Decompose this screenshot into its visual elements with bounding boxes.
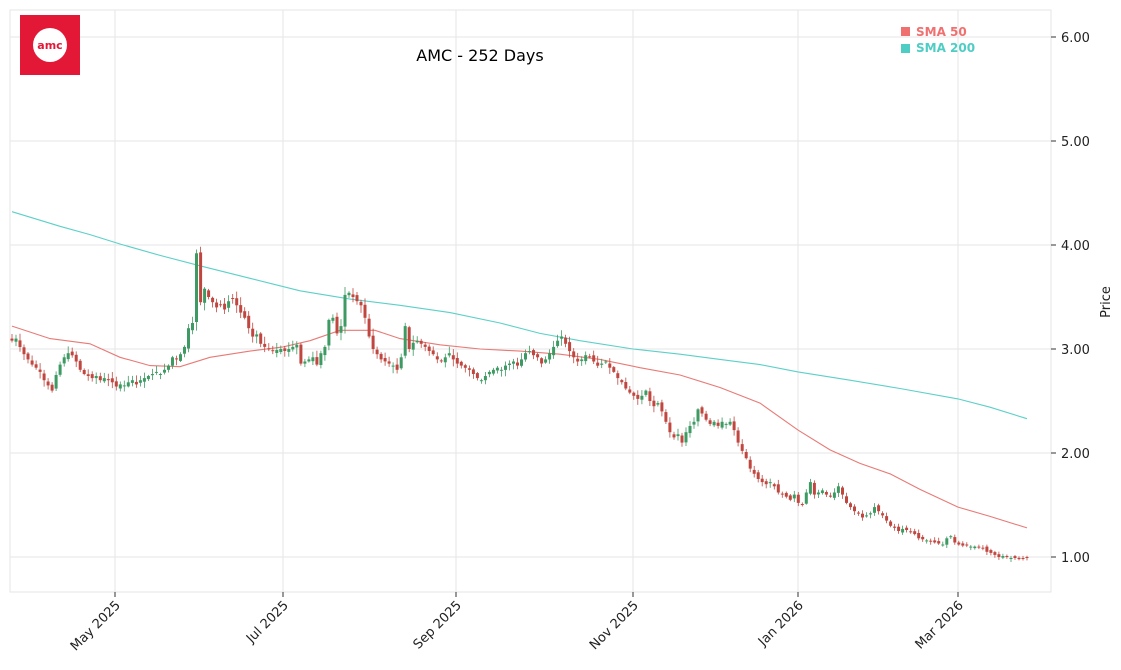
y-tick-label: 4.00 bbox=[1061, 239, 1090, 254]
legend-sma-50: SMA 50 bbox=[916, 25, 967, 39]
x-tick-label: May 2025 bbox=[68, 598, 124, 654]
x-tick-label: Jan 2026 bbox=[755, 598, 807, 650]
plot-area-border bbox=[9, 9, 1052, 593]
y-tick-label: 2.00 bbox=[1061, 447, 1090, 462]
x-tick-label: Sep 2025 bbox=[411, 598, 465, 652]
y-tick-label: 6.00 bbox=[1061, 31, 1090, 46]
x-axis: May 2025 Jul 2025 Sep 2025 Nov 2025 Jan 2026… bbox=[68, 592, 967, 654]
y-tick-label: 3.00 bbox=[1061, 343, 1090, 358]
logo-text: amc bbox=[37, 39, 62, 52]
sma-50-line bbox=[11, 325, 1028, 529]
sma-50-swatch bbox=[901, 27, 910, 36]
x-tick-label: Mar 2026 bbox=[913, 598, 967, 652]
legend-sma-200: SMA 200 bbox=[916, 41, 975, 55]
y-tick-label: 5.00 bbox=[1061, 135, 1090, 150]
chart-title: AMC - 252 Days bbox=[416, 46, 543, 65]
x-tick-label: Nov 2025 bbox=[587, 598, 642, 653]
y-axis-label: Price bbox=[1099, 286, 1114, 318]
legend: SMA 50 SMA 200 bbox=[901, 25, 975, 55]
x-tick-label: Jul 2025 bbox=[243, 598, 292, 647]
y-tick-label: 1.00 bbox=[1061, 551, 1090, 566]
amc-logo: amc bbox=[20, 15, 80, 75]
y-axis: 1.00 2.00 3.00 4.00 5.00 6.00 bbox=[1051, 31, 1090, 566]
sma-200-line bbox=[11, 211, 1028, 420]
sma-200-swatch bbox=[901, 44, 910, 53]
candlesticks bbox=[10, 246, 1029, 562]
grid-lines bbox=[10, 10, 1051, 592]
